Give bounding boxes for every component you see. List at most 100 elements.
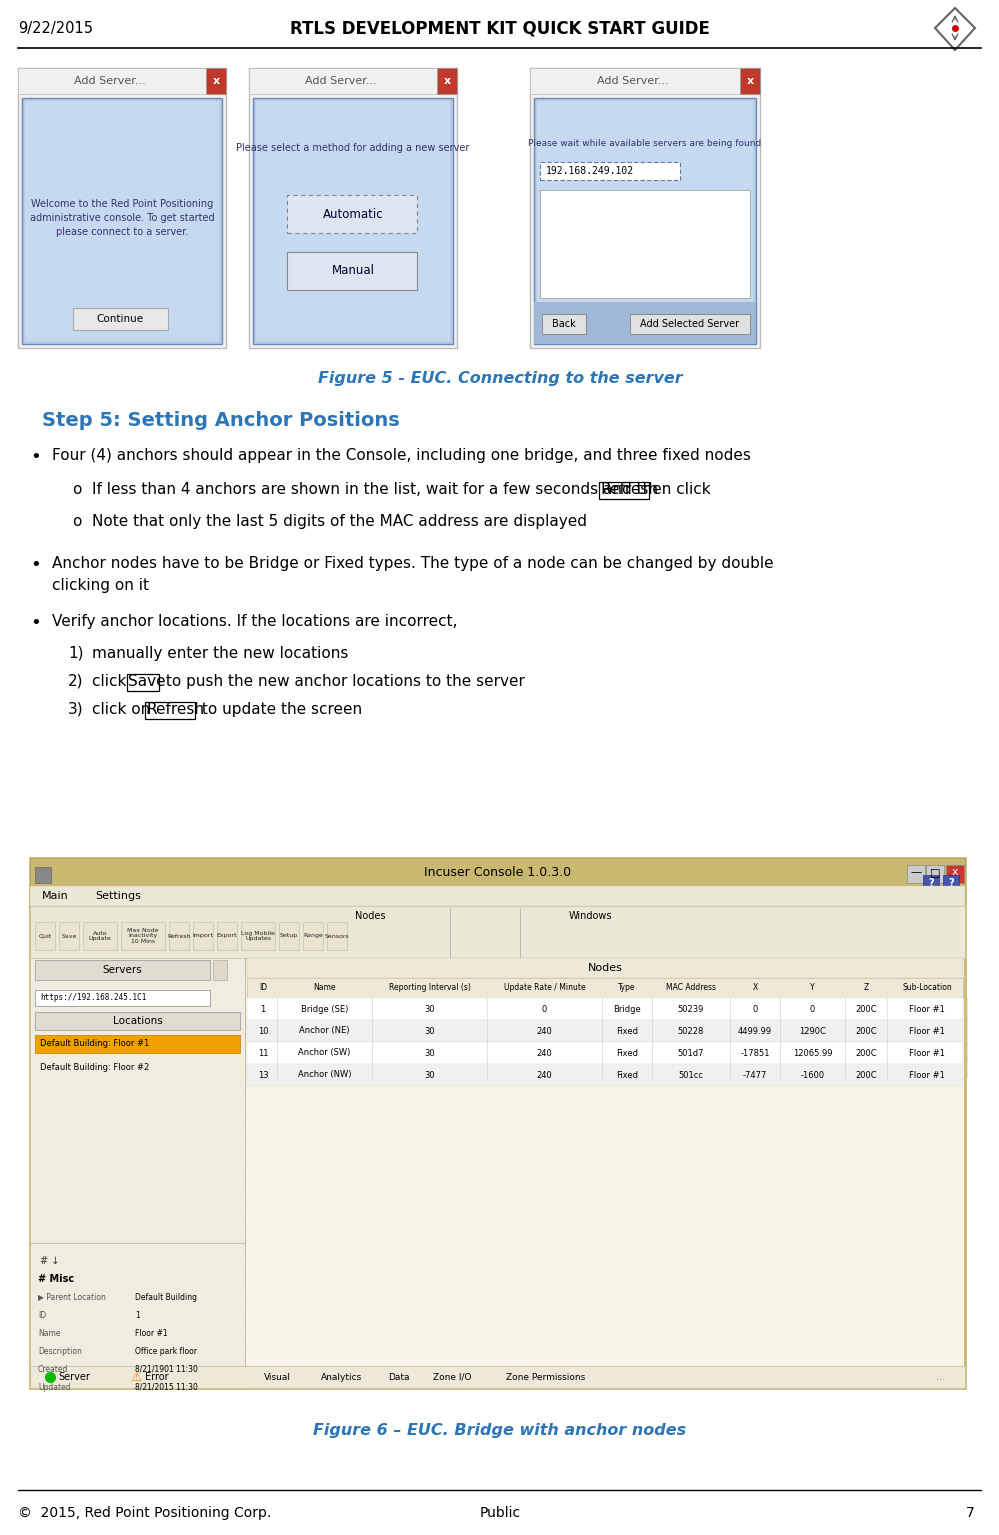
Text: Bridge: Bridge — [613, 1004, 641, 1013]
Text: Log Mobile
Updates: Log Mobile Updates — [241, 930, 275, 941]
Bar — [18, 68, 226, 94]
Text: Back: Back — [552, 319, 575, 328]
Text: Continue: Continue — [97, 315, 144, 324]
Text: x: x — [746, 77, 753, 86]
Bar — [630, 315, 750, 335]
Bar — [59, 923, 79, 950]
Text: o: o — [72, 482, 81, 497]
Text: ⚠: ⚠ — [130, 1371, 141, 1383]
Bar — [35, 867, 51, 883]
Text: X: X — [752, 984, 757, 993]
Text: 1: 1 — [261, 1004, 266, 1013]
Bar — [252, 1368, 303, 1386]
Text: 2): 2) — [68, 674, 84, 689]
Text: Add Selected Server: Add Selected Server — [640, 319, 739, 328]
Text: Figure 6 – EUC. Bridge with anchor nodes: Figure 6 – EUC. Bridge with anchor nodes — [314, 1423, 686, 1437]
Text: Verify anchor locations. If the locations are incorrect,: Verify anchor locations. If the location… — [52, 614, 458, 629]
Bar — [247, 998, 963, 1019]
Bar — [217, 923, 237, 950]
Text: 240: 240 — [536, 1070, 552, 1079]
Text: 1): 1) — [68, 646, 84, 662]
Text: Y: Y — [810, 984, 815, 993]
Text: click: click — [92, 674, 131, 689]
Text: Note that only the last 5 digits of the MAC address are displayed: Note that only the last 5 digits of the … — [92, 514, 587, 530]
Bar — [30, 858, 965, 886]
Text: Refresh: Refresh — [600, 482, 658, 497]
Bar — [279, 923, 299, 950]
Text: click on: click on — [92, 701, 155, 717]
Text: 10: 10 — [258, 1027, 269, 1036]
Bar — [247, 978, 963, 998]
Text: 240: 240 — [536, 1027, 552, 1036]
Text: Sensors: Sensors — [325, 933, 350, 938]
Bar — [35, 959, 210, 979]
Bar — [247, 1064, 963, 1085]
Text: 3): 3) — [68, 701, 84, 717]
Bar — [213, 959, 227, 979]
Text: Z: Z — [863, 984, 868, 993]
Text: 9/22/2015: 9/22/2015 — [18, 20, 93, 35]
Text: Nodes: Nodes — [587, 962, 622, 973]
Text: ©  2015, Red Point Positioning Corp.: © 2015, Red Point Positioning Corp. — [18, 1506, 272, 1520]
Text: Add Server...: Add Server... — [74, 77, 146, 86]
Text: Fixed: Fixed — [616, 1048, 638, 1058]
Text: Updated: Updated — [38, 1383, 71, 1392]
Bar — [121, 923, 165, 950]
Text: Settings: Settings — [95, 890, 141, 901]
Text: Visual: Visual — [264, 1372, 291, 1382]
Bar — [30, 886, 965, 906]
Bar — [35, 990, 210, 1005]
Text: Zone Permissions: Zone Permissions — [505, 1372, 585, 1382]
Bar — [35, 1012, 240, 1030]
Bar — [380, 1368, 418, 1386]
Bar — [35, 1035, 240, 1053]
Text: Anchor (SW): Anchor (SW) — [299, 1048, 351, 1058]
Bar — [488, 1368, 603, 1386]
Text: Floor #1: Floor #1 — [909, 1048, 945, 1058]
Text: •: • — [30, 556, 41, 574]
Text: 12065.99: 12065.99 — [793, 1048, 832, 1058]
Text: Analytics: Analytics — [321, 1372, 362, 1382]
Bar — [534, 302, 756, 344]
Text: Zone I/O: Zone I/O — [434, 1372, 472, 1382]
Text: Description: Description — [38, 1346, 82, 1355]
Bar — [740, 68, 760, 94]
Text: 1: 1 — [135, 1311, 140, 1320]
Bar — [534, 98, 756, 344]
Text: Locations: Locations — [113, 1016, 163, 1025]
Bar — [35, 923, 55, 950]
Text: https://192.168.245.1C1: https://192.168.245.1C1 — [40, 993, 147, 1002]
Text: 8/21/1901 11:30: 8/21/1901 11:30 — [135, 1365, 198, 1374]
Text: Update Rate / Minute: Update Rate / Minute — [503, 984, 585, 993]
Text: MAC Address: MAC Address — [666, 984, 716, 993]
Bar — [247, 1366, 963, 1388]
Text: Data: Data — [388, 1372, 410, 1382]
Text: -7477: -7477 — [743, 1070, 767, 1079]
Bar — [540, 163, 680, 180]
Text: 30: 30 — [425, 1027, 435, 1036]
Text: Public: Public — [480, 1506, 520, 1520]
Text: Floor #1: Floor #1 — [909, 1004, 945, 1013]
Bar — [537, 101, 753, 341]
Text: x: x — [213, 77, 220, 86]
Text: 30: 30 — [425, 1070, 435, 1079]
Text: Save: Save — [61, 933, 77, 938]
Text: •: • — [30, 614, 41, 632]
Bar — [946, 866, 964, 883]
Text: Default Building: Floor #2: Default Building: Floor #2 — [40, 1064, 149, 1073]
Text: 0: 0 — [541, 1004, 547, 1013]
Bar — [599, 482, 649, 499]
Bar — [287, 252, 417, 290]
Bar — [287, 195, 417, 233]
Bar — [421, 1368, 485, 1386]
Bar — [306, 1368, 377, 1386]
Bar — [256, 101, 450, 341]
Text: Server: Server — [58, 1372, 90, 1382]
Text: Floor #1: Floor #1 — [909, 1027, 945, 1036]
Text: to update the screen: to update the screen — [198, 701, 363, 717]
Text: Default Building: Default Building — [135, 1292, 197, 1302]
Text: 50239: 50239 — [677, 1004, 704, 1013]
Text: # ↓: # ↓ — [40, 1256, 59, 1266]
Bar — [303, 923, 323, 950]
Text: Servers: Servers — [103, 966, 143, 975]
